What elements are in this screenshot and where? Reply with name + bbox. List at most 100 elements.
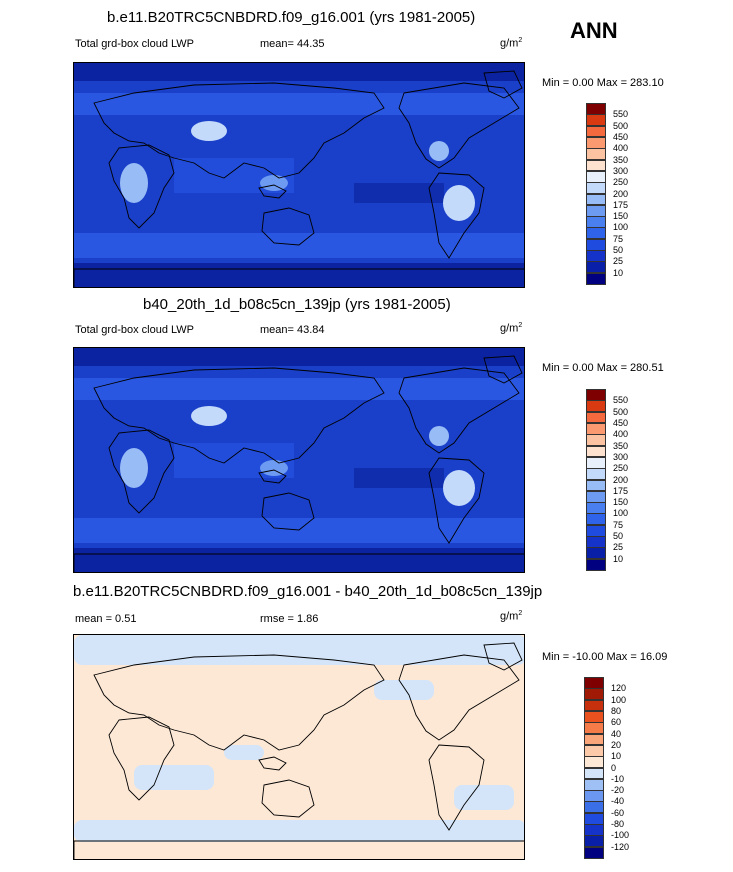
colorbar-swatch <box>586 434 606 447</box>
coastline <box>93 654 385 751</box>
field-band <box>354 468 444 488</box>
colorbar-swatch <box>584 699 604 712</box>
colorbar-swatch <box>584 677 604 689</box>
panel-1-variable-label: Total grd-box cloud LWP <box>75 38 195 50</box>
colorbar-tick-label: 550 <box>613 395 629 406</box>
colorbar-tick-label: -120 <box>611 841 630 852</box>
field-band <box>354 183 444 203</box>
field-band <box>74 820 524 842</box>
field-blob <box>191 121 227 141</box>
colorbar-swatch <box>584 733 604 746</box>
colorbar-swatch <box>586 148 606 161</box>
colorbar-tick-label: 300 <box>613 165 629 176</box>
panel-3-title: b.e11.B20TRC5CNBDRD.f09_g16.001 - b40_20… <box>73 583 543 600</box>
colorbar-tick-label: -20 <box>611 785 625 796</box>
colorbar-swatch <box>584 756 604 768</box>
colorbar-tick-label: 350 <box>613 154 629 165</box>
colorbar-tick-label: 100 <box>611 694 627 705</box>
world-map <box>74 635 524 859</box>
panel-2-map <box>73 347 525 573</box>
panel-3-rmse-label: rmse = 1.86 <box>260 613 319 625</box>
field-band <box>74 63 524 81</box>
colorbar-swatch <box>584 767 604 780</box>
colorbar-swatch <box>584 812 604 825</box>
field-band <box>74 233 524 258</box>
field-band <box>74 263 524 287</box>
coastline <box>483 355 523 384</box>
panel-1-colorbar: 10 25 50 75 100 150 175 200 250 300 350 400 450 500 55… <box>586 103 628 285</box>
coastline <box>398 654 520 741</box>
colorbar-tick-label: 250 <box>613 463 629 474</box>
colorbar-swatch <box>584 778 604 791</box>
field-band <box>374 680 434 700</box>
field-band <box>454 785 514 810</box>
colorbar-tick-label: 40 <box>611 728 622 739</box>
colorbar-swatch <box>586 114 606 127</box>
coastline <box>74 840 524 859</box>
panel-1-units: g/m2 <box>500 37 523 50</box>
colorbar-tick-label: 550 <box>613 109 629 120</box>
world-map <box>74 348 524 572</box>
panel-2-title: b40_20th_1d_b08c5cn_139jp (yrs 1981-2005… <box>143 296 451 313</box>
coastline <box>261 492 315 531</box>
colorbar-swatch <box>586 490 606 503</box>
panel-3-minmax: Min = -10.00 Max = 16.09 <box>542 651 668 663</box>
colorbar-swatch <box>584 688 604 701</box>
world-map <box>74 63 524 287</box>
panel-1-mean-label: mean= 44.35 <box>260 38 325 50</box>
colorbar-swatch <box>586 204 606 217</box>
colorbar-tick-label: -10 <box>611 773 625 784</box>
colorbar-tick-label: 0 <box>611 762 617 773</box>
colorbar-tick-label: 10 <box>613 267 624 278</box>
panel-1-map <box>73 62 525 288</box>
colorbar-swatch <box>584 744 604 757</box>
colorbar-swatch <box>586 513 606 526</box>
colorbar-tick-label: 500 <box>613 406 629 417</box>
coastline <box>108 429 175 514</box>
panel-2-mean-label: mean= 43.84 <box>260 324 325 336</box>
field-blob <box>443 470 475 506</box>
colorbar-swatch <box>586 524 606 537</box>
field-blob <box>260 460 288 476</box>
colorbar-swatch <box>584 722 604 735</box>
colorbar-swatch <box>584 824 604 836</box>
colorbar-tick-label: -80 <box>611 819 625 830</box>
coastline <box>261 779 315 818</box>
panel-3-mean-label: mean = 0.51 <box>75 613 137 625</box>
colorbar-swatch <box>586 445 606 458</box>
colorbar-swatch <box>586 193 606 206</box>
field-blob <box>120 448 148 488</box>
field-band <box>74 348 524 366</box>
coastline <box>428 172 485 259</box>
panel-2-colorbar: 10 25 50 75 100 150 175 200 250 300 350 400 450 500 55… <box>586 389 628 571</box>
field-blob <box>260 175 288 191</box>
colorbar-tick-label: 200 <box>613 188 629 199</box>
colorbar-tick-label: 75 <box>613 233 624 244</box>
colorbar-tick-label: -60 <box>611 807 625 818</box>
colorbar-tick-label: 400 <box>613 429 629 440</box>
field-blob <box>443 185 475 221</box>
colorbar-tick-label: -40 <box>611 796 625 807</box>
coastline <box>483 70 523 99</box>
colorbar-tick-label: 450 <box>613 417 629 428</box>
colorbar-tick-label: 80 <box>611 705 622 716</box>
field-band <box>74 378 524 400</box>
field-blob <box>120 163 148 203</box>
colorbar-tick-label: 25 <box>613 256 624 267</box>
colorbar-tick-label: 25 <box>613 542 624 553</box>
panel-3-colorbar: -120 -100 -80 -60 -40 -20 -10 0 10 20 40 60 80 100 120 <box>584 677 629 859</box>
colorbar-swatch <box>586 136 606 149</box>
field-blob <box>191 406 227 426</box>
colorbar-tick-label: 50 <box>613 531 624 542</box>
field-band <box>224 745 264 760</box>
colorbar-swatch <box>586 536 606 548</box>
colorbar-swatch <box>586 558 606 571</box>
colorbar-tick-label: 100 <box>613 508 629 519</box>
colorbar-tick-label: 175 <box>613 485 629 496</box>
panel-1-title: b.e11.B20TRC5CNBDRD.f09_g16.001 (yrs 198… <box>107 9 476 26</box>
colorbar-swatch <box>586 422 606 435</box>
colorbar-swatch <box>584 790 604 802</box>
colorbar-tick-label: 500 <box>613 120 629 131</box>
colorbar-tick-label: 60 <box>611 717 622 728</box>
colorbar-tick-label: 350 <box>613 440 629 451</box>
